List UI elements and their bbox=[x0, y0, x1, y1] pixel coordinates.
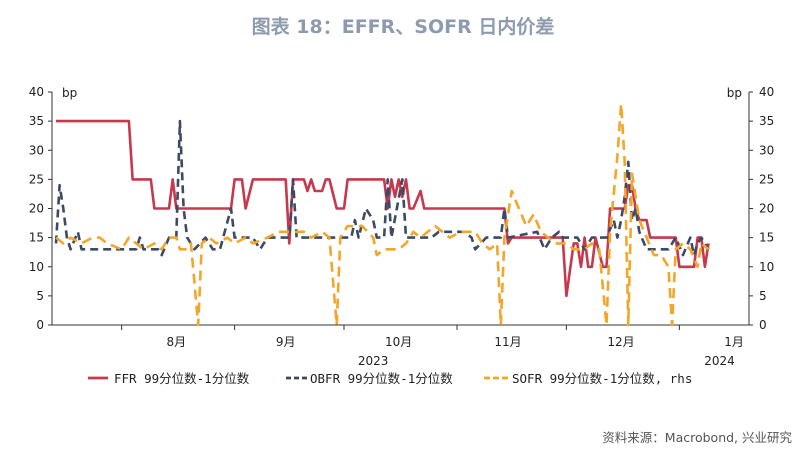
left-axis-unit: bp bbox=[62, 86, 77, 100]
ffr-series-line bbox=[56, 119, 710, 298]
chart-title: 图表 18：EFFR、SOFR 日内价差 bbox=[252, 15, 555, 38]
right-tick-label: 20 bbox=[759, 202, 774, 216]
x-tick-label: 8月 bbox=[166, 335, 186, 349]
left-tick-label: 20 bbox=[29, 202, 44, 216]
right-tick-label: 30 bbox=[759, 143, 774, 157]
sofr-series-line bbox=[55, 102, 710, 327]
x-tick-label: 12月 bbox=[607, 335, 634, 349]
x-tick-label: 10月 bbox=[385, 335, 412, 349]
left-tick-label: 10 bbox=[29, 260, 44, 274]
left-tick-label: 25 bbox=[29, 172, 44, 186]
x-tick-label: 1月 bbox=[724, 335, 744, 349]
source-note: 资料来源：Macrobond, 兴业研究 bbox=[602, 430, 792, 445]
right-axis-unit: bp bbox=[727, 86, 742, 100]
right-tick-label: 40 bbox=[759, 85, 774, 99]
left-tick-label: 35 bbox=[29, 114, 44, 128]
left-tick-label: 30 bbox=[29, 143, 44, 157]
right-tick-label: 25 bbox=[759, 172, 774, 186]
legend: FFR 99分位数-1分位数 OBFR 99分位数-1分位数 SOFR 99分位… bbox=[88, 371, 692, 386]
legend-label-sofr: SOFR 99分位数-1分位数, rhs bbox=[512, 371, 692, 386]
x-tick-label: 11月 bbox=[494, 335, 521, 349]
left-tick-label: 0 bbox=[36, 318, 44, 332]
x-year-label: 2023 bbox=[358, 354, 389, 368]
obfr-series-line bbox=[54, 119, 710, 257]
left-y-axis: 0 5 10 15 20 25 30 35 40 bbox=[29, 85, 52, 332]
x-year-label: 2024 bbox=[704, 354, 735, 368]
right-y-axis: 0 5 10 15 20 25 30 35 40 bbox=[749, 85, 774, 332]
right-tick-label: 10 bbox=[759, 260, 774, 274]
left-tick-label: 15 bbox=[29, 231, 44, 245]
plot-area bbox=[54, 102, 710, 327]
right-tick-label: 15 bbox=[759, 231, 774, 245]
x-tick-label: 9月 bbox=[276, 335, 296, 349]
x-axis: 8月 9月 10月 11月 12月 1月 2023 2024 bbox=[121, 325, 744, 368]
legend-label-obfr: OBFR 99分位数-1分位数 bbox=[310, 371, 453, 386]
right-tick-label: 35 bbox=[759, 114, 774, 128]
right-tick-label: 5 bbox=[759, 289, 767, 303]
left-tick-label: 40 bbox=[29, 85, 44, 99]
right-tick-label: 0 bbox=[759, 318, 767, 332]
legend-label-ffr: FFR 99分位数-1分位数 bbox=[114, 371, 250, 386]
left-tick-label: 5 bbox=[36, 289, 44, 303]
